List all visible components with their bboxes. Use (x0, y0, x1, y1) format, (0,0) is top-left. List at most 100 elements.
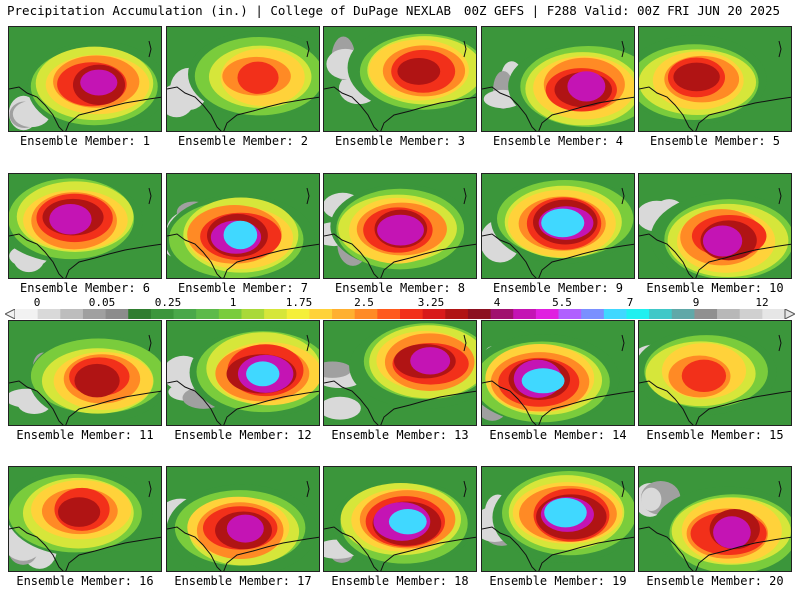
precip-contour (246, 361, 280, 387)
ensemble-member-label: Ensemble Member: 20 (646, 574, 784, 588)
precip-contour (681, 359, 727, 393)
precip-field (482, 27, 634, 131)
precip-contour (377, 214, 424, 246)
ensemble-member-label: Ensemble Member: 11 (16, 428, 154, 442)
ensemble-member-map (638, 320, 792, 426)
ensemble-member-map (481, 26, 635, 132)
ensemble-member-map (638, 26, 792, 132)
coastline-border (167, 233, 319, 278)
ensemble-member-map (166, 173, 320, 279)
colorbar-swatch (150, 309, 175, 319)
colorbar-swatch (581, 309, 605, 319)
precip-contour (702, 225, 743, 257)
state-border (306, 187, 310, 205)
ensemble-member-label: Ensemble Member: 6 (19, 281, 151, 295)
precip-contour (80, 69, 118, 96)
precip-contour (226, 514, 264, 543)
precip-field (324, 321, 476, 425)
precip-colorbar (5, 309, 795, 319)
ensemble-member-map (481, 466, 635, 572)
colorbar-swatch (422, 309, 446, 319)
ensemble-member-label: Ensemble Member: 10 (646, 281, 784, 295)
colorbar-swatch (717, 309, 741, 319)
ensemble-member-label: Ensemble Member: 7 (177, 281, 309, 295)
colorbar-swatch (354, 309, 378, 319)
precip-contour (57, 497, 101, 527)
colorbar-swatch (196, 309, 220, 319)
ensemble-member-label: Ensemble Member: 14 (489, 428, 627, 442)
precip-field (639, 467, 791, 571)
ensemble-member-label: Ensemble Member: 8 (334, 281, 466, 295)
colorbar-swatch (558, 309, 582, 319)
colorbar-tick-label: 9 (692, 296, 700, 309)
precip-field (482, 174, 634, 278)
ensemble-member-map (166, 320, 320, 426)
ensemble-member-map (323, 320, 477, 426)
colorbar-swatch (264, 309, 288, 319)
ensemble-member-label: Ensemble Member: 5 (649, 134, 781, 148)
precip-contour (521, 368, 565, 394)
coastline-border (482, 526, 634, 571)
state-border (778, 334, 782, 352)
coastline-border (167, 526, 319, 571)
ensemble-member-map (166, 26, 320, 132)
state-border (463, 334, 467, 352)
coastline-border (167, 86, 319, 131)
precip-field (324, 27, 476, 131)
colorbar-swatch (649, 309, 673, 319)
precip-contour (237, 61, 279, 94)
ensemble-member-label: Ensemble Member: 17 (174, 574, 312, 588)
state-border (621, 480, 625, 498)
precip-field (9, 321, 161, 425)
ensemble-member-map (8, 173, 162, 279)
coastline-border (639, 380, 791, 425)
coastline-border (324, 86, 476, 131)
precip-field (167, 174, 319, 278)
ensemble-member-label: Ensemble Member: 13 (331, 428, 469, 442)
precip-field (639, 321, 791, 425)
colorbar-swatch (60, 309, 84, 319)
precip-field (9, 27, 161, 131)
colorbar-swatch (603, 309, 627, 319)
coastline-border (324, 526, 476, 571)
state-border (306, 40, 310, 58)
colorbar-tick-label: 5.5 (552, 296, 572, 309)
colorbar-swatch (82, 309, 107, 319)
colorbar-tick-label: 0 (33, 296, 41, 309)
precip-contour (544, 497, 587, 528)
run-valid-time: 00Z GEFS | F288 Valid: 00Z FRI JUN 20 20… (463, 3, 780, 18)
state-border (306, 334, 310, 352)
colorbar-swatch (490, 309, 514, 319)
state-border (778, 480, 782, 498)
colorbar-swatch (762, 309, 786, 319)
state-border (621, 334, 625, 352)
precip-field (639, 174, 791, 278)
colorbar-swatch (15, 309, 39, 319)
colorbar-swatch (241, 309, 265, 319)
ensemble-member-map (323, 466, 477, 572)
state-border (621, 187, 625, 205)
ensemble-member-map (481, 320, 635, 426)
precip-field (639, 27, 791, 131)
colorbar-tick-label: 3.25 (417, 296, 445, 309)
colorbar-swatch (739, 309, 763, 319)
state-border (148, 40, 152, 58)
precip-field (9, 174, 161, 278)
ensemble-member-label: Ensemble Member: 18 (331, 574, 469, 588)
ensemble-member-map (8, 320, 162, 426)
colorbar-swatch (309, 309, 333, 319)
ensemble-member-label: Ensemble Member: 19 (489, 574, 627, 588)
ensemble-member-label: Ensemble Member: 4 (492, 134, 624, 148)
state-border (463, 40, 467, 58)
colorbar-swatch (128, 309, 152, 319)
precip-field (482, 467, 634, 571)
precip-contour (388, 509, 427, 535)
coastline-border (167, 380, 319, 425)
precip-contour (74, 363, 120, 398)
colorbar-swatch (105, 309, 129, 319)
coastline-border (324, 233, 476, 278)
precip-field (324, 174, 476, 278)
colorbar-tick-label: 4 (493, 296, 501, 309)
coastline-border (639, 86, 791, 131)
colorbar-tick-label: 7 (626, 296, 634, 309)
